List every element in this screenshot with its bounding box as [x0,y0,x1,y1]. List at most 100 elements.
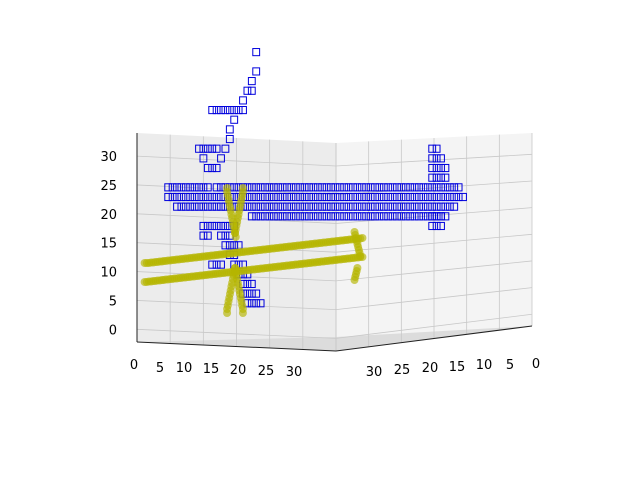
voxel-cell [199,221,208,231]
voxel-cell [305,202,313,211]
z-tick-label: 10 [100,266,117,281]
voxel-cell [401,183,410,192]
y-tick-label: 25 [394,363,411,378]
voxel-cell [357,202,366,211]
voxel-cell [203,202,212,211]
voxel-cell [168,192,177,202]
voxel-cell [397,212,406,221]
voxel-cell [371,202,379,211]
voxel-cell [199,144,208,153]
voxel-cell [269,202,278,211]
voxel-cell [252,67,261,76]
voxel-cell [305,183,313,192]
voxel-cell [366,183,375,192]
voxel-cell [375,202,384,211]
voxel-cell [388,212,397,221]
voxel-cell [217,106,225,115]
voxel-cell [256,192,265,202]
voxel-cell [256,202,265,211]
voxel-cell [181,183,190,192]
voxel-cell [291,192,300,202]
voxel-cell [221,241,230,250]
voxel-cell [322,192,331,202]
voxel-cell [261,212,269,221]
voxel-cell [362,212,371,221]
voxel-cell [208,106,217,115]
voxel-cell [274,183,283,192]
voxel-cell [217,221,225,231]
voxel-cell [287,202,296,211]
voxel-cell [335,183,344,192]
y-axis-line [335,325,533,352]
voxel-cell [393,183,401,192]
voxel-cell [256,212,265,221]
voxel-cell [199,192,208,202]
voxel-cell [212,106,221,115]
voxel-cell [252,183,261,192]
voxel-cell [186,202,195,211]
voxel-cell [181,202,190,211]
voxel-cell [252,299,261,308]
voxel-cell [212,183,221,192]
voxel-cell [230,106,239,115]
voxel-cell [186,192,195,202]
voxel-cell [349,202,357,211]
voxel-cell [177,183,186,192]
voxel-cell [199,231,208,240]
voxel-cell [252,289,261,298]
voxel-cell [415,183,423,192]
voxel-cell [437,221,445,231]
voxel-cell [327,183,335,192]
voxel-cell [349,212,357,221]
voxel-cell [410,212,419,221]
voxel-cell [384,183,393,192]
voxel-cell [283,192,291,202]
voxel-cell [384,202,393,211]
voxel-cell [256,183,265,192]
voxel-cell [335,212,344,221]
voxel-cell [230,241,239,250]
voxel-cell [450,192,459,202]
x-tick-label: 20 [230,363,247,378]
y-tick-label: 30 [366,365,383,380]
voxel-cell [401,212,410,221]
voxel-cell [300,212,309,221]
voxel-cell [419,202,428,211]
voxel-cell [239,106,247,115]
voxel-cell [432,192,441,202]
voxel-cell [428,221,437,231]
voxel-cell [300,202,309,211]
voxel-cell [384,212,393,221]
voxel-cell [327,192,335,202]
voxel-cell [353,202,362,211]
voxel-cell [423,212,432,221]
voxel-cell [410,192,419,202]
voxel-cell [256,299,265,308]
voxel-cell [428,154,437,163]
voxel-cell [362,202,371,211]
voxel-cell [428,144,437,153]
voxel-cell [300,183,309,192]
voxel-cell [349,183,357,192]
voxel-cell [388,202,397,211]
voxel-cell [445,183,454,192]
voxel-cell [432,212,441,221]
voxel-cell [164,192,173,202]
voxel-cell [349,192,357,202]
voxel-cell [221,144,230,153]
voxel-cell [335,192,344,202]
voxel-cell [454,192,463,202]
voxel-cell [375,183,384,192]
voxel-cell [261,192,269,202]
voxel-cell [454,183,463,192]
grid-line [136,153,533,167]
voxel-cell [375,192,384,202]
voxel-cell [353,183,362,192]
voxel-cell [247,86,256,95]
voxel-cell [212,221,221,231]
voxel-cell [340,192,349,202]
voxel-cell [344,183,353,192]
grid-line [136,313,533,339]
voxel-cell [190,183,199,192]
voxel-cell [318,192,327,202]
